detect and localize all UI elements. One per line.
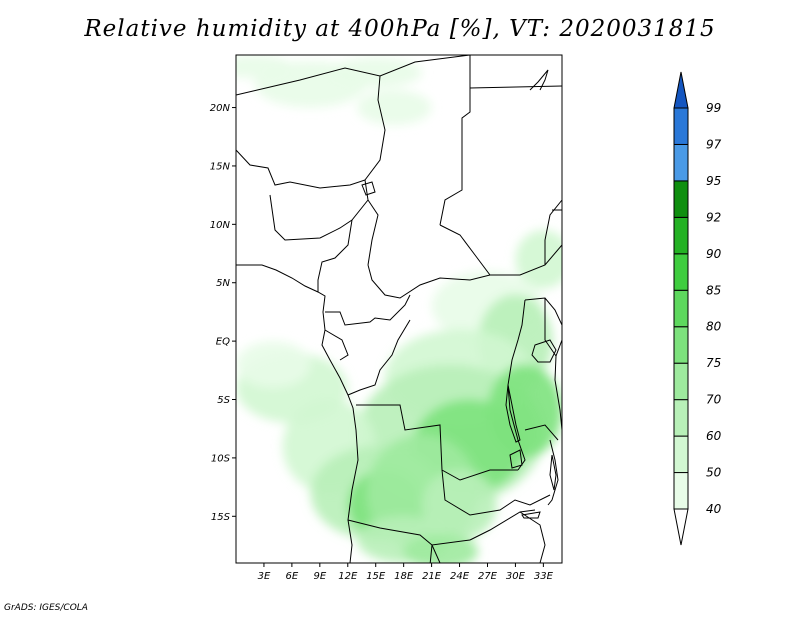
lat-tick-label: 5N	[216, 278, 230, 289]
border-gabon-congo	[324, 329, 349, 361]
colorbar-swatch	[673, 326, 689, 364]
lon-tick-label: 21E	[422, 571, 442, 582]
lon-tick-label: 24E	[450, 571, 470, 582]
credit-text: GrADS: IGES/COLA	[4, 603, 88, 613]
lat-tick-label: 10N	[210, 220, 231, 231]
coastline-west	[236, 264, 359, 563]
colorbar-label: 99	[706, 101, 721, 115]
lake-tanganyika	[505, 384, 521, 443]
colorbar-label: 92	[706, 210, 721, 224]
colorbar-top-arrow	[673, 71, 689, 109]
colorbar-swatch	[673, 253, 689, 291]
lon-tick-label: 15E	[366, 571, 386, 582]
latitude-axis: 20N 15N 10N 5N EQ 5S 10S 15S	[210, 103, 236, 523]
lat-tick-label: 20N	[210, 103, 231, 114]
border-cameroon-car	[367, 264, 491, 299]
colorbar-swatch	[673, 289, 689, 328]
colorbar-swatch	[673, 472, 689, 510]
border-nile-delta	[429, 544, 433, 563]
lat-tick-label: 10S	[211, 453, 231, 464]
humidity-region	[422, 469, 497, 540]
lake-bangweulu	[509, 449, 523, 469]
colorbar-label: 85	[706, 283, 721, 297]
border-malawi	[547, 439, 559, 506]
red-sea-coast	[529, 69, 549, 91]
colorbar-label: 97	[706, 137, 722, 151]
lake-chad	[361, 181, 376, 196]
border-tanzania	[524, 424, 559, 441]
coastline-east	[554, 339, 562, 431]
colorbar-bottom-arrow	[673, 508, 689, 546]
country-borders	[236, 55, 562, 563]
lon-tick-label: 27E	[478, 571, 498, 582]
lat-tick-label: EQ	[216, 337, 230, 348]
map-frame	[235, 54, 563, 564]
colorbar-label: 40	[706, 502, 722, 516]
border-egypt-sudan	[469, 85, 562, 89]
lon-tick-label: 12E	[338, 571, 358, 582]
border-drc-west	[347, 319, 411, 396]
lat-tick-label: 15N	[210, 161, 231, 172]
colorbar-swatch	[673, 362, 689, 401]
lat-tick-label: 15S	[211, 512, 231, 523]
border-uganda	[524, 297, 562, 326]
colorbar-label: 90	[706, 247, 722, 261]
border-nigeria-cameroon	[317, 219, 353, 292]
humidity-region	[357, 90, 432, 126]
border-zambia-south	[469, 509, 536, 541]
border-namibia	[431, 544, 441, 563]
colorbar: 40 50 60 70 75 80 85 90 92 95 97 99	[673, 71, 722, 546]
colorbar-label: 95	[706, 174, 721, 188]
border-zambia	[441, 469, 551, 516]
longitude-axis: 3E 6E 9E 12E 15E 18E 21E 24E 27E 30E 33E	[258, 563, 554, 582]
colorbar-swatch	[673, 107, 689, 145]
border-kenya	[544, 298, 557, 357]
border-mali-niger	[236, 149, 366, 189]
border-sahara	[236, 55, 471, 96]
lon-tick-label: 33E	[534, 571, 554, 582]
humidity-field	[236, 55, 562, 563]
lon-tick-label: 9E	[313, 571, 326, 582]
colorbar-label: 60	[706, 429, 722, 443]
border-sudan-ethiopia	[544, 199, 562, 265]
lat-tick-label: 5S	[217, 395, 230, 406]
lon-tick-label: 6E	[286, 571, 299, 582]
humidity-region	[236, 341, 311, 388]
border-angola	[356, 404, 518, 481]
lon-tick-label: 18E	[394, 571, 414, 582]
lake-victoria	[531, 339, 557, 363]
lake-kariba	[521, 511, 541, 519]
lake-malawi	[549, 454, 557, 491]
lon-tick-label: 3E	[258, 571, 271, 582]
colorbar-swatch	[673, 180, 689, 218]
colorbar-swatch	[673, 435, 689, 474]
colorbar-label: 70	[706, 393, 722, 407]
colorbar-swatch	[673, 143, 689, 182]
humidity-region	[403, 533, 479, 563]
colorbar-label: 80	[706, 320, 722, 334]
colorbar-label: 75	[706, 356, 721, 370]
humidity-region	[515, 230, 562, 289]
border-angola-south	[347, 519, 471, 546]
humidity-region	[487, 364, 562, 458]
colorbar-label: 50	[706, 466, 722, 480]
lon-tick-label: 30E	[506, 571, 526, 582]
map-title: Relative humidity at 400hPa [%], VT: 202…	[84, 16, 716, 42]
border-libya-egypt	[439, 55, 471, 226]
border-congo	[325, 294, 411, 326]
colorbar-swatch	[673, 399, 689, 437]
humidity-region	[329, 57, 423, 88]
colorbar-swatch	[673, 216, 689, 255]
